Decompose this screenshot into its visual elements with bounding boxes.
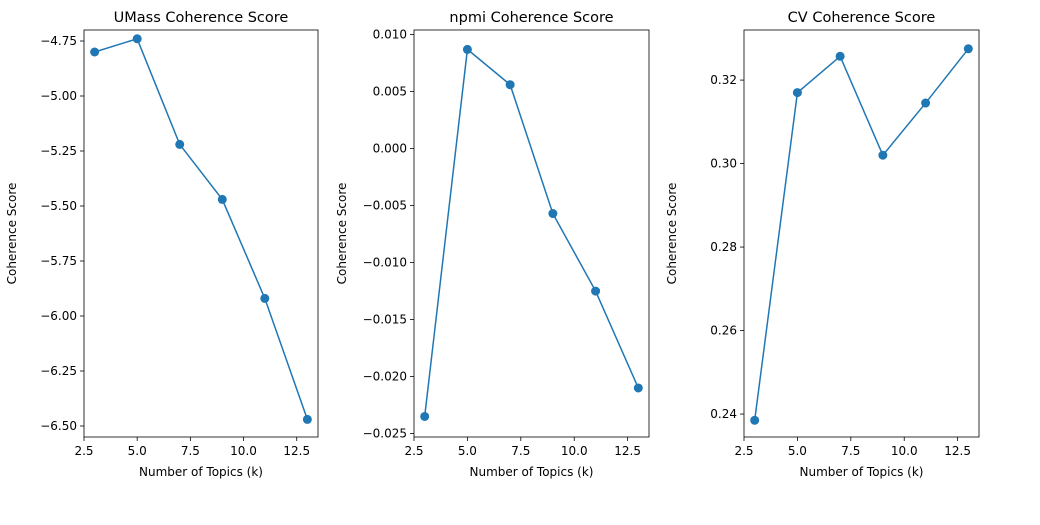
x-tick-label: 2.5 bbox=[74, 444, 93, 458]
data-point bbox=[963, 44, 973, 54]
x-tick-label: 5.0 bbox=[458, 444, 477, 458]
y-tick-label: 0.010 bbox=[373, 28, 407, 42]
axes-frame bbox=[413, 29, 650, 438]
chart-panel-1: UMass Coherence Score 2.5 5.0 7.5 10.0 12.5 −4… bbox=[5, 10, 319, 479]
y-tick-label: −5.25 bbox=[40, 144, 77, 158]
data-point bbox=[462, 44, 472, 54]
data-point bbox=[175, 139, 185, 149]
series-line bbox=[94, 37, 309, 420]
y-tick-label: −4.75 bbox=[40, 34, 77, 48]
x-tick-label: 12.5 bbox=[944, 444, 971, 458]
y-tick-label: −0.015 bbox=[363, 313, 407, 327]
data-point bbox=[591, 286, 601, 296]
data-point bbox=[260, 293, 270, 303]
data-point bbox=[217, 194, 227, 204]
x-tick-label: 12.5 bbox=[283, 444, 310, 458]
x-axis-label: Number of Topics (k) bbox=[139, 465, 263, 479]
y-tick-label: 0.24 bbox=[710, 407, 737, 421]
chart-panel-2: npmi Coherence Score 2.5 5.0 7.5 10.0 12.5 0.0… bbox=[335, 10, 650, 479]
y-tick-label: −6.00 bbox=[40, 309, 77, 323]
data-point bbox=[921, 98, 931, 108]
y-tick-label: −0.005 bbox=[363, 199, 407, 213]
data-point bbox=[792, 88, 802, 98]
chart-title: npmi Coherence Score bbox=[449, 10, 613, 26]
data-point bbox=[548, 209, 558, 219]
data-point bbox=[878, 150, 888, 160]
axes-frame bbox=[83, 29, 319, 438]
y-tick-label: 0.26 bbox=[710, 324, 737, 338]
y-tick-label: −0.025 bbox=[363, 427, 407, 441]
y-tick-label: 0.32 bbox=[710, 73, 737, 87]
x-tick-label: 10.0 bbox=[561, 444, 588, 458]
y-tick-label: 0.000 bbox=[373, 142, 407, 156]
y-tick-label: −6.50 bbox=[40, 419, 77, 433]
series-line bbox=[753, 48, 969, 421]
y-axis-label: Coherence Score bbox=[335, 183, 349, 285]
data-point bbox=[633, 383, 643, 393]
y-tick-label: −0.020 bbox=[363, 370, 407, 384]
x-axis-label: Number of Topics (k) bbox=[470, 465, 594, 479]
chart-title: UMass Coherence Score bbox=[114, 10, 289, 26]
y-tick-label: −6.25 bbox=[40, 364, 77, 378]
x-tick-label: 10.0 bbox=[230, 444, 257, 458]
y-tick-label: −5.50 bbox=[40, 199, 77, 213]
y-axis-label: Coherence Score bbox=[5, 183, 19, 285]
x-tick-label: 2.5 bbox=[404, 444, 423, 458]
x-tick-label: 5.0 bbox=[128, 444, 147, 458]
data-point bbox=[835, 51, 845, 61]
x-tick-label: 7.5 bbox=[511, 444, 530, 458]
x-tick-label: 5.0 bbox=[788, 444, 807, 458]
y-tick-label: −5.00 bbox=[40, 89, 77, 103]
x-tick-label: 10.0 bbox=[891, 444, 918, 458]
y-tick-label: −0.010 bbox=[363, 256, 407, 270]
chart-panel-3: CV Coherence Score 2.5 5.0 7.5 10.0 12.5 0.32 0… bbox=[665, 10, 980, 479]
data-point bbox=[505, 80, 515, 90]
series-line bbox=[423, 47, 640, 417]
data-point bbox=[132, 34, 142, 44]
x-tick-label: 7.5 bbox=[841, 444, 860, 458]
x-tick-label: 7.5 bbox=[181, 444, 200, 458]
y-tick-label: 0.30 bbox=[710, 157, 737, 171]
x-tick-label: 2.5 bbox=[734, 444, 753, 458]
data-point bbox=[302, 414, 312, 424]
y-axis-label: Coherence Score bbox=[665, 183, 679, 285]
x-axis-label: Number of Topics (k) bbox=[800, 465, 924, 479]
x-tick-label: 12.5 bbox=[614, 444, 641, 458]
y-tick-label: 0.005 bbox=[373, 85, 407, 99]
data-point bbox=[750, 415, 760, 425]
y-tick-label: 0.28 bbox=[710, 240, 737, 254]
data-point bbox=[420, 411, 430, 421]
data-point bbox=[90, 47, 100, 57]
y-tick-label: −5.75 bbox=[40, 254, 77, 268]
axes-frame bbox=[743, 29, 980, 438]
chart-title: CV Coherence Score bbox=[788, 10, 936, 26]
